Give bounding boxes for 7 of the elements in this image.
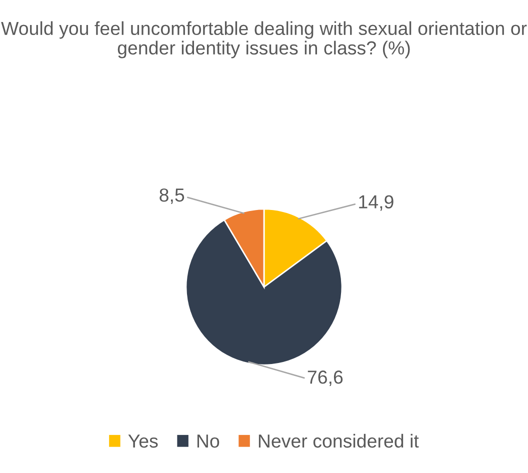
data-label: 14,9: [359, 195, 394, 211]
data-label: 8,5: [160, 188, 184, 204]
legend-label: Never considered it: [258, 434, 419, 448]
legend-label: No: [197, 434, 220, 448]
legend-label: Yes: [128, 434, 158, 448]
data-label: 76,6: [308, 370, 343, 386]
chart-title: Would you feel uncomfortable dealing with sexual orientation or gender identity issues in class? (%): [1, 21, 527, 58]
